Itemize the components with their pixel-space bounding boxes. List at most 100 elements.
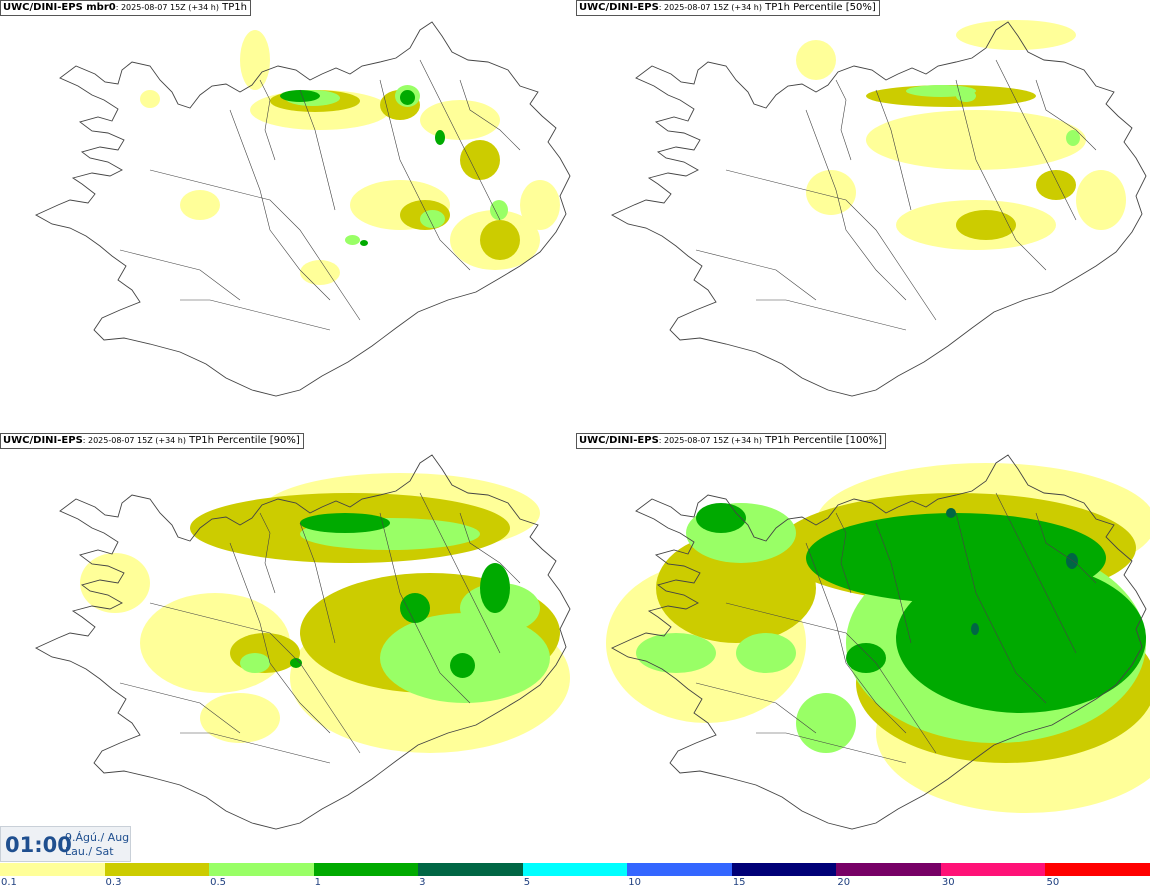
panel-title: UWC/DINI-EPS: 2025-08-07 15Z (+34 h) TP1… [576,433,887,449]
legend-tick: 15 [732,877,746,888]
precip-area [796,693,856,753]
inland-boundary [955,79,1047,271]
legend-tick: 20 [837,877,851,888]
map-panel-p90: UWC/DINI-EPS: 2025-08-07 15Z (+34 h) TP1… [0,433,574,864]
field-name: TP1h [218,2,247,13]
inland-boundary [259,79,276,161]
precip-map [611,20,1147,397]
precip-area [956,210,1016,240]
precip-area [435,130,445,145]
coastline [611,454,1147,830]
legend-swatch [627,863,733,876]
precip-area [636,633,716,673]
inland-boundary [149,169,361,321]
precip-area [806,170,856,215]
precip-area [480,220,520,260]
map-panel-mbr0: UWC/DINI-EPS mbr0: 2025-08-07 15Z (+34 h… [0,0,574,431]
panel-title: UWC/DINI-EPS: 2025-08-07 15Z (+34 h) TP1… [0,433,304,449]
inland-boundary [695,249,817,301]
legend-tick: 1 [314,877,321,888]
run-time: : 2025-08-07 15Z (+34 h) [115,3,219,12]
run-time: : 2025-08-07 15Z (+34 h) [658,3,762,12]
legend-tick: 5 [523,877,531,888]
precip-area [240,30,270,90]
run-time: : 2025-08-07 15Z (+34 h) [658,436,762,445]
precip-area [180,190,220,220]
inland-boundary [379,79,471,271]
inland-boundary [695,682,817,734]
panel-title: UWC/DINI-EPS mbr0: 2025-08-07 15Z (+34 h… [0,0,251,16]
precip-area [1036,170,1076,200]
inland-boundary [805,542,907,734]
precip-area [240,653,270,673]
inland-boundary [119,682,241,734]
inland-boundary [299,522,336,644]
precip-area [956,20,1076,50]
inland-boundary [995,492,1077,654]
precip-area [846,643,886,673]
inland-boundary [119,249,241,301]
precip-area [1066,130,1080,146]
inland-boundary [995,59,1077,221]
inland-boundary [756,732,907,764]
precip-area [300,513,390,533]
legend-swatch [418,863,524,876]
precip-area [460,140,500,180]
precip-area [1066,553,1078,569]
inland-boundary [299,89,336,211]
legend-swatch [313,863,420,876]
precip-area [976,583,1106,703]
precip-area [971,623,979,635]
coastline [611,21,1147,397]
precip-area [1076,170,1126,230]
legend-swatch [522,863,629,876]
precip-area [80,553,150,613]
valid-date: 9.Ágú./ Aug [65,831,130,844]
legend-tick: 3 [419,877,426,888]
legend-swatch [0,863,106,876]
precip-area [866,110,1086,170]
precip-area [300,260,340,285]
inland-boundary [835,512,852,594]
precip-area [420,210,445,228]
precip-area [956,633,1006,693]
precip-map [35,454,571,830]
inland-boundary [180,732,331,764]
valid-weekday: Lau./ Sat [65,845,114,858]
legend-tick-labels: 0.1 0.3 0.5 1 3 5 10 15 20 30 50 [0,877,1150,891]
model-name: UWC/DINI-EPS [579,435,659,446]
legend-tick: 0.5 [210,877,226,888]
valid-time-box: 01:00 9.Ágú./ Aug Lau./ Sat [0,826,131,862]
inland-boundary [229,109,331,301]
valid-clock: 01:00 [5,833,72,857]
inland-boundary [1035,79,1097,151]
inland-boundary [229,542,331,734]
legend-tick: 0.3 [105,877,122,888]
inland-boundary [875,522,912,644]
coastline [35,454,571,830]
precip-map [606,454,1150,830]
inland-boundary [1035,512,1097,584]
precip-map [35,21,571,397]
precip-area [280,90,320,102]
legend-tick: 50 [1046,877,1060,888]
color-legend [0,863,1150,876]
precip-area [200,693,280,743]
field-name: TP1h Percentile [50%] [761,2,876,13]
inland-boundary [149,602,361,754]
model-name: UWC/DINI-EPS [3,435,83,446]
inland-boundary [419,59,501,221]
legend-swatch [209,863,315,876]
precip-area [400,90,415,105]
inland-boundary [259,512,276,594]
map-panel-p50: UWC/DINI-EPS: 2025-08-07 15Z (+34 h) TP1… [576,0,1150,431]
legend-tick: 10 [628,877,641,888]
inland-boundary [955,512,1047,704]
inland-boundary [180,299,331,331]
precip-area [796,40,836,80]
precip-area [480,563,510,613]
coastline [35,21,571,397]
field-name: TP1h Percentile [90%] [185,435,300,446]
panel-title: UWC/DINI-EPS: 2025-08-07 15Z (+34 h) TP1… [576,0,880,16]
precip-area [450,653,475,678]
